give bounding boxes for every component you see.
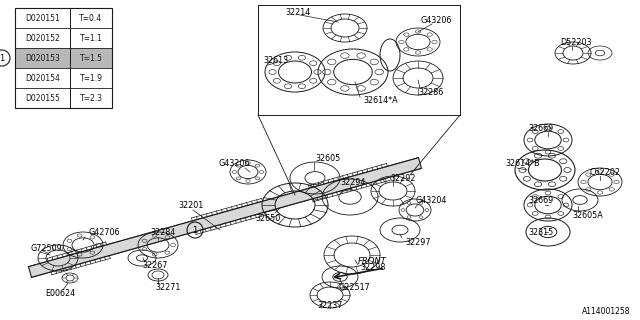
Text: T=0.4: T=0.4 bbox=[79, 13, 102, 22]
Text: A114001258: A114001258 bbox=[582, 308, 630, 316]
Text: E00624: E00624 bbox=[45, 289, 75, 298]
Text: D020152: D020152 bbox=[25, 34, 60, 43]
Text: G42706: G42706 bbox=[88, 228, 120, 236]
Text: 32605: 32605 bbox=[315, 154, 340, 163]
Text: FRONT: FRONT bbox=[358, 258, 387, 267]
Text: D020154: D020154 bbox=[25, 74, 60, 83]
Text: 32201: 32201 bbox=[178, 201, 204, 210]
Text: G43204: G43204 bbox=[415, 196, 446, 204]
Text: G43206: G43206 bbox=[218, 158, 250, 167]
Text: D020153: D020153 bbox=[25, 53, 60, 62]
Text: T=1.1: T=1.1 bbox=[79, 34, 102, 43]
Text: 32297: 32297 bbox=[405, 237, 431, 246]
Bar bbox=[15, 48, 112, 68]
Text: 32669: 32669 bbox=[528, 196, 553, 204]
Text: 32237: 32237 bbox=[317, 300, 342, 309]
Text: T=1.9: T=1.9 bbox=[79, 74, 102, 83]
Text: 1: 1 bbox=[0, 53, 4, 62]
Text: T=2.3: T=2.3 bbox=[79, 93, 102, 102]
Text: 32284: 32284 bbox=[150, 228, 175, 236]
Text: 32298: 32298 bbox=[360, 263, 385, 273]
Text: T=1.5: T=1.5 bbox=[79, 53, 102, 62]
Text: 32613: 32613 bbox=[263, 55, 288, 65]
Text: 32650: 32650 bbox=[255, 213, 280, 222]
Text: 32669: 32669 bbox=[528, 124, 553, 132]
Text: 32614*B: 32614*B bbox=[505, 158, 540, 167]
Text: 1: 1 bbox=[193, 226, 198, 235]
Text: D020151: D020151 bbox=[25, 13, 60, 22]
Text: 32294: 32294 bbox=[340, 178, 365, 187]
Text: G72509: G72509 bbox=[30, 244, 61, 252]
Text: 32286: 32286 bbox=[418, 87, 444, 97]
Text: 32214: 32214 bbox=[285, 7, 310, 17]
Bar bbox=[15, 8, 112, 108]
Polygon shape bbox=[29, 158, 422, 277]
Text: 32605A: 32605A bbox=[572, 211, 603, 220]
Text: G22517: G22517 bbox=[338, 283, 370, 292]
Text: D52203: D52203 bbox=[560, 37, 591, 46]
Text: 32614*A: 32614*A bbox=[363, 95, 397, 105]
Text: 32271: 32271 bbox=[155, 284, 180, 292]
Text: 32315: 32315 bbox=[528, 228, 553, 236]
Text: C62202: C62202 bbox=[590, 167, 621, 177]
Text: D020155: D020155 bbox=[25, 93, 60, 102]
Text: 32292: 32292 bbox=[390, 173, 415, 182]
Text: 32267: 32267 bbox=[142, 260, 168, 269]
Text: G43206: G43206 bbox=[420, 15, 451, 25]
